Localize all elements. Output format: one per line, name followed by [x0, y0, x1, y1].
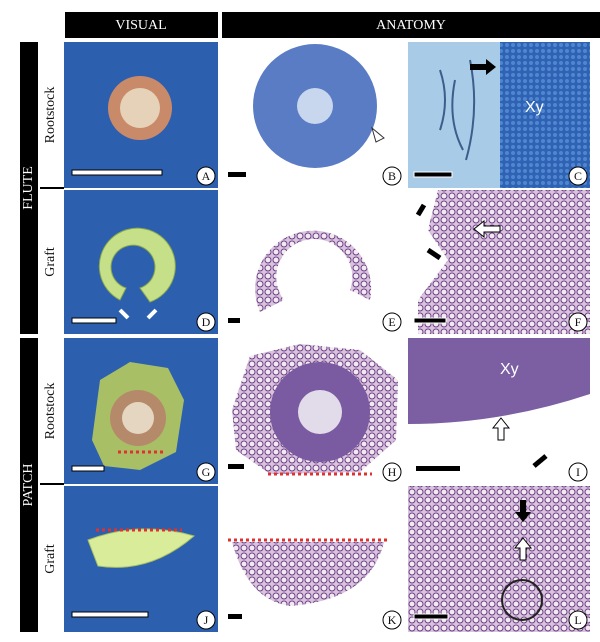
panel-k	[222, 486, 404, 632]
group-label: PATCH	[21, 463, 36, 506]
panel-letter-badge	[196, 166, 216, 186]
panel-d	[64, 190, 218, 334]
panel-i: Xy	[408, 338, 590, 484]
panel-letter: E	[388, 315, 395, 329]
row-label: Graft	[43, 247, 58, 277]
group-label: FLUTE	[21, 166, 36, 210]
annotation: Xy	[525, 99, 544, 116]
panel-letter-badge	[196, 462, 216, 482]
panel-letter-badge	[382, 462, 402, 482]
panel-letter-badge	[196, 610, 216, 630]
panel-letter: K	[388, 613, 397, 627]
panel-letter: B	[388, 169, 396, 183]
group-bar	[20, 42, 38, 334]
panel-letter: G	[202, 465, 211, 479]
panel-f	[408, 190, 590, 334]
panel-letters: A B C D E F G H I J K L	[196, 166, 588, 630]
panel-letter-badge	[196, 312, 216, 332]
panel-b	[222, 42, 404, 188]
panel-letter-badge	[382, 312, 402, 332]
panel-letter-badge	[568, 610, 588, 630]
panel-h	[222, 338, 404, 484]
column-header: ANATOMY	[376, 18, 446, 33]
panel-letter: A	[202, 169, 211, 183]
panel-e	[222, 190, 404, 334]
panel-l	[408, 486, 590, 632]
panel-c: Xy	[408, 42, 590, 188]
group-bar	[20, 338, 38, 632]
row-label: Graft	[43, 544, 58, 574]
panel-letter-badge	[568, 462, 588, 482]
annotation: Xy	[500, 361, 519, 378]
panel-letter: C	[574, 169, 582, 183]
panel-letter-badge	[568, 166, 588, 186]
header-bar	[222, 12, 600, 38]
column-header: VISUAL	[115, 18, 166, 33]
panel-letter: L	[574, 613, 581, 627]
panel-letter: J	[204, 613, 209, 627]
panel-letter-badge	[382, 166, 402, 186]
panel-letter: D	[202, 315, 211, 329]
panel-j	[64, 486, 218, 632]
panel-letter-badge	[568, 312, 588, 332]
panel-g	[64, 338, 218, 484]
row-label: Rootstock	[43, 87, 58, 144]
panel-letter-badge	[382, 610, 402, 630]
panel-letter: F	[575, 315, 582, 329]
panel-letter: I	[576, 465, 580, 479]
panel-letter: H	[388, 465, 397, 479]
row-label: Rootstock	[43, 383, 58, 440]
panel-a	[64, 42, 218, 188]
header-bar	[65, 12, 218, 38]
